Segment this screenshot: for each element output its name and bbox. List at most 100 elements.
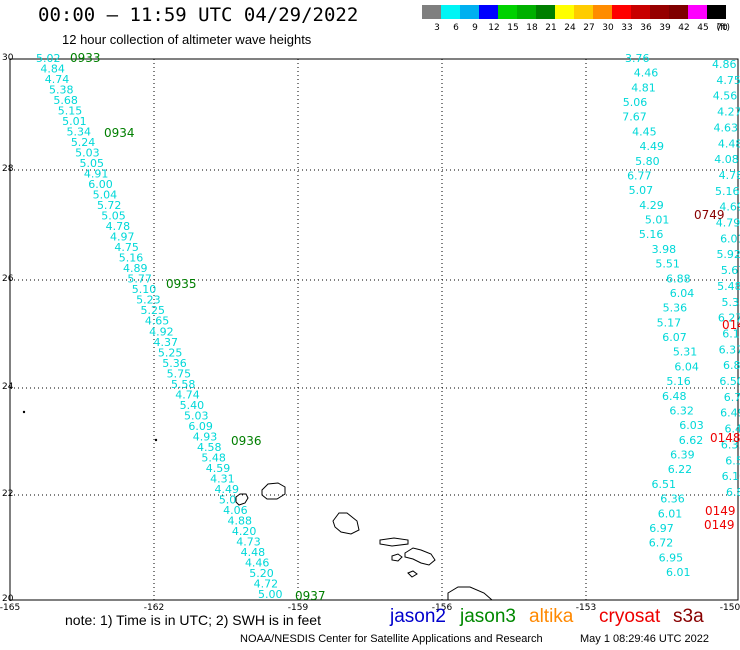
wave-height-value: 4.37 [154,336,179,349]
wave-height-value: 4.49 [214,483,239,496]
wave-height-value: 5.48 [717,280,740,293]
wave-height-value: 5.20 [249,567,274,580]
legend-swatch [441,5,460,19]
wave-height-value: 6.10 [722,470,740,483]
legend-label: 36 [640,23,652,33]
legend-swatch [574,5,593,19]
wave-height-value: 4.74 [45,73,70,86]
wave-height-value: 5.36 [162,357,187,370]
wave-height-value: 4.49 [640,140,665,153]
wave-height-track-east: 3.76 4.464.81 5.06 7.674.45 4.49 5.806.77 5.07… [622,52,740,579]
pass-time-label: 0937 [295,589,326,603]
legend-label: 33 [621,23,632,33]
satellite-cryosat: cryosat [599,606,661,627]
wave-height-value: 6.81 [726,486,740,499]
wave-height-value: 4.46 [245,556,269,569]
wave-height-value: 6.01 [720,232,740,245]
wave-height-value: 4.58 [197,441,222,454]
wave-height-value: 5.31 [673,346,698,359]
satellite-jason3: jason3 [460,606,516,627]
legend-swatch [536,5,555,19]
wave-height-value: 5.25 [158,346,183,359]
wave-height-value: 5.23 [136,294,161,307]
lon-label: -162 [144,603,164,613]
wave-height-value: 4.65 [145,315,170,328]
wave-height-value: 6.97 [649,522,674,535]
wave-height-value: 5.15 [58,105,83,118]
wave-height-value: 5.0 [219,493,237,506]
wave-height-value: 5.36 [663,302,688,315]
wave-height-value: 5.75 [167,367,192,380]
wave-height-value: 6.39 [670,449,695,462]
wave-height-value: 3.76 [625,52,650,65]
islet-dot [22,410,26,414]
wave-height-value: 4.63 [713,121,738,134]
lat-label: 24 [2,382,14,392]
wave-height-value: 5.16 [715,185,740,198]
wave-height-value: 5.05 [80,157,105,170]
wave-height-value: 4.69 [719,201,740,214]
wave-height-value: 4.56 [713,90,738,103]
wave-height-value: 4.88 [228,514,253,527]
wave-height-value: 4.84 [40,63,64,76]
island-oahu [332,512,360,535]
wave-height-value: 4.78 [719,169,740,182]
wave-height-value: 7.67 [622,111,647,124]
wave-height-value: 6.03 [679,419,704,432]
legend-label: 24 [564,23,576,33]
wave-height-value: 5.68 [53,94,78,107]
legend-label: 70 [716,23,728,33]
wave-height-value: 5.33 [722,296,740,309]
longitude-labels: -165 -162 -159 -156 -153 -150 [0,603,740,613]
pass-time-label: 0148 [722,318,740,332]
satellite-s3a: s3a [673,606,704,627]
legend-label: 15 [507,23,518,33]
legend-label: 45 [697,23,708,33]
pass-time-label: 0149 [705,504,736,518]
wave-height-value: 5.16 [119,252,143,265]
wave-height-value: 4.89 [123,262,148,275]
hawaii-islands [235,482,494,601]
legend-label: 6 [453,23,459,33]
wave-height-value: 4.59 [206,462,231,475]
islet-dot [154,438,158,442]
wave-height-value: 6.95 [659,551,684,564]
island-kahoolawe [407,570,418,578]
lon-label: -156 [432,603,453,613]
wave-height-value: 5.07 [629,184,654,197]
wave-height-value: 5.25 [140,304,165,317]
wave-height-value: 6.07 [662,331,687,344]
wave-height-value: 5.10 [132,283,157,296]
wave-height-value: 4.75 [716,74,740,87]
legend-label: 30 [602,23,614,33]
wave-height-value: 4.08 [714,153,739,166]
wave-height-value: 5.38 [49,84,74,97]
island-kauai [261,482,286,500]
wave-height-value: 4.46 [634,67,659,80]
latitude-labels: 30 28 26 24 22 20 [2,53,14,604]
generated-timestamp: May 1 08:29:46 UTC 2022 [580,633,710,645]
lat-label: 22 [2,489,13,499]
wave-height-value: 6.32 [669,404,694,417]
lat-label: 26 [2,274,14,284]
wave-height-value: 6.04 [670,287,695,300]
wave-height-value: 6.55 [725,454,740,467]
lat-label: 20 [2,594,14,604]
island-hawaii [447,586,494,601]
wave-height-value: 4.81 [631,81,656,94]
wave-height-value: 6.51 [651,478,676,491]
wave-height-value: 4.45 [632,125,657,138]
page-title: 00:00 – 11:59 UTC 04/29/2022 [38,4,359,26]
wave-height-value: 5.72 [97,199,122,212]
wave-height-value: 5.02 [36,52,61,65]
wave-height-value: 5.24 [71,136,96,149]
wave-height-value: 5.92 [716,248,740,261]
wave-height-value: 6.01 [666,566,691,579]
wave-height-value: 4.72 [254,577,279,590]
wave-height-value: 5.04 [93,189,118,202]
lon-label: -165 [0,603,20,613]
wave-height-value: 4.93 [193,430,218,443]
wave-height-value: 4.29 [639,199,664,212]
wave-height-value: 6.27 [718,312,740,325]
credit-line: NOAA/NESDIS Center for Satellite Applica… [240,633,543,645]
